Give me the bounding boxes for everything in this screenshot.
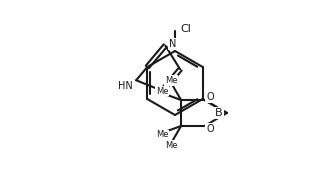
Text: B: B: [215, 108, 223, 118]
Text: N: N: [169, 39, 177, 49]
Text: Me: Me: [156, 87, 169, 96]
Text: Me: Me: [156, 130, 169, 139]
Text: O: O: [206, 92, 214, 102]
Text: Cl: Cl: [180, 24, 191, 34]
Text: HN: HN: [118, 81, 133, 91]
Text: Me: Me: [165, 141, 177, 150]
Text: O: O: [206, 124, 214, 134]
Text: Me: Me: [165, 76, 177, 85]
